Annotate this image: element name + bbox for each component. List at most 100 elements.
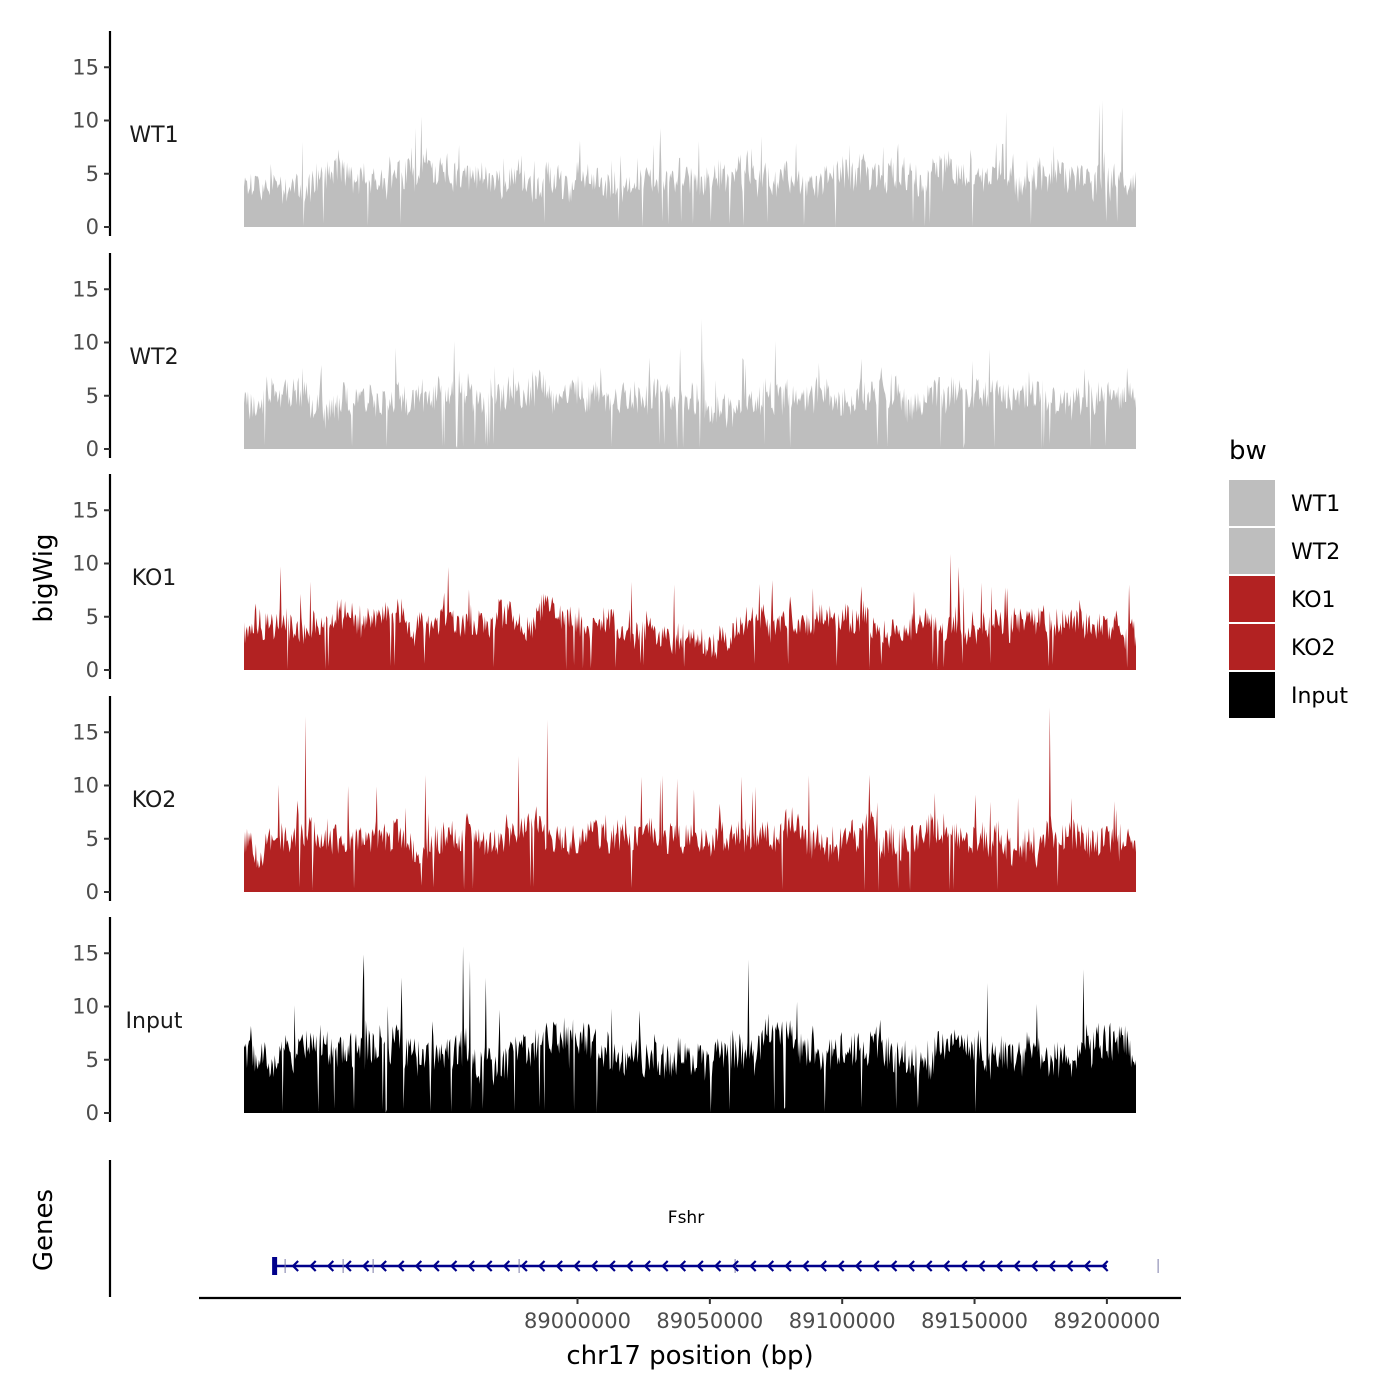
y-tick-label: 15 [72, 277, 99, 301]
track-input: 0 5 10 15 Input [72, 917, 1136, 1125]
gene-strand-arrow [344, 1260, 352, 1272]
y-tick-label: 0 [86, 658, 99, 682]
x-tick-label: 89150000 [921, 1309, 1028, 1333]
y-tick-label: 10 [72, 109, 99, 133]
gene-strand-arrow [784, 1260, 792, 1272]
gene-strand-arrow [713, 1260, 722, 1272]
y-tick-label: 10 [72, 552, 99, 576]
legend-title: bw [1229, 436, 1267, 466]
gene-strand-arrow [942, 1260, 951, 1272]
gene-strand-arrow [379, 1260, 387, 1272]
gene-strand-arrow [1013, 1260, 1021, 1272]
track-label: KO2 [132, 788, 177, 813]
gene-strand-arrow [977, 1260, 986, 1272]
legend-item-wt2: WT2 [1229, 528, 1340, 574]
gene-strand-arrow [485, 1260, 493, 1272]
x-tick-label: 89000000 [524, 1309, 631, 1333]
legend-swatch [1229, 672, 1275, 718]
gene-strand-arrow [749, 1260, 757, 1272]
track-label: WT1 [129, 123, 178, 148]
gene-strand-arrow [872, 1260, 880, 1272]
gene-strand-arrow [555, 1260, 563, 1272]
gene-strand-arrow [590, 1260, 599, 1272]
gene-strand-arrow [291, 1260, 299, 1272]
legend: bw WT1 WT2 KO1 KO2 Input [1229, 436, 1348, 718]
y-tick-label: 10 [72, 995, 99, 1019]
gene-strand-arrow [643, 1260, 651, 1272]
y-tick-label: 15 [72, 55, 99, 79]
x-tick-label: 89200000 [1053, 1309, 1160, 1333]
track-label: KO1 [132, 566, 177, 591]
legend-label: KO1 [1291, 588, 1336, 613]
y-tick-label: 5 [86, 1048, 99, 1072]
legend-label: Input [1291, 684, 1348, 709]
x-tick-label: 89050000 [656, 1309, 763, 1333]
gene-strand-arrow [731, 1260, 739, 1272]
y-tick-label: 5 [86, 384, 99, 408]
track-wt1: 0 5 10 15 WT1 [72, 31, 1136, 239]
gene-strand-arrow [837, 1260, 845, 1272]
track-wt2: 0 5 10 15 WT2 [72, 253, 1136, 461]
gene-strand-arrow [925, 1260, 933, 1272]
y-axis-title: bigWig [29, 533, 59, 622]
signal-area-wt2 [244, 319, 1136, 449]
gene-strand-arrow [502, 1260, 511, 1272]
gene-strand-arrow [854, 1260, 863, 1272]
signal-area-input [244, 946, 1136, 1113]
signal-tracks: 0 5 10 15 WT1 0 5 10 15 WT2 0 5 10 15 KO1 0 5 10 15 KO2 0 5 10… [72, 31, 1136, 1125]
legend-item-ko1: KO1 [1229, 576, 1336, 622]
gene-strand-arrow [889, 1260, 898, 1272]
signal-area-ko2 [244, 707, 1136, 892]
gene-strand-arrow [520, 1260, 528, 1272]
gene-strand-arrow [1065, 1260, 1074, 1272]
signal-area-ko1 [244, 554, 1136, 670]
legend-swatch [1229, 576, 1275, 622]
gene-strand-arrow [573, 1260, 581, 1272]
gene-strand-arrow [1083, 1260, 1091, 1272]
gene-strand-arrow [414, 1260, 423, 1272]
gene-strand-arrow [432, 1260, 440, 1272]
genes-axis-title: Genes [29, 1189, 59, 1271]
legend-swatch [1229, 480, 1275, 526]
y-tick-label: 0 [86, 880, 99, 904]
track-label: Input [126, 1009, 183, 1034]
y-tick-label: 15 [72, 498, 99, 522]
gene-strand-arrow [309, 1260, 317, 1272]
gene-strand-arrow [397, 1260, 405, 1272]
gene-strand-arrow [1048, 1260, 1056, 1272]
y-tick-label: 0 [86, 215, 99, 239]
legend-item-ko2: KO2 [1229, 624, 1336, 670]
gene-fshr: Fshr [272, 1208, 1159, 1275]
y-tick-label: 0 [86, 437, 99, 461]
legend-swatch [1229, 528, 1275, 574]
y-tick-label: 0 [86, 1101, 99, 1125]
gene-strand-arrow [678, 1260, 687, 1272]
legend-label: WT2 [1291, 540, 1340, 565]
gene-strand-arrow [1101, 1260, 1109, 1272]
gene-strand-arrow [801, 1260, 810, 1272]
gene-label: Fshr [668, 1208, 704, 1228]
y-tick-label: 10 [72, 331, 99, 355]
legend-label: KO2 [1291, 636, 1336, 661]
gene-strand-arrow [995, 1260, 1003, 1272]
track-ko1: 0 5 10 15 KO1 [72, 474, 1136, 682]
gene-strand-arrow [1030, 1260, 1039, 1272]
legend-item-input: Input [1229, 672, 1348, 718]
y-tick-label: 10 [72, 774, 99, 798]
gene-track: Fshr [108, 1160, 1159, 1297]
gene-strand-arrow [661, 1260, 669, 1272]
gene-strand-arrow [819, 1260, 827, 1272]
x-tick-label: 89100000 [789, 1309, 896, 1333]
y-tick-label: 5 [86, 162, 99, 186]
x-axis: 89000000 89050000 89100000 89150000 89200000 [199, 1296, 1181, 1333]
y-tick-label: 5 [86, 827, 99, 851]
track-ko2: 0 5 10 15 KO2 [72, 696, 1136, 904]
gene-strand-arrow [361, 1260, 370, 1272]
gene-strand-arrow [537, 1260, 546, 1272]
gene-strand-arrow [696, 1260, 704, 1272]
gene-strand-arrow [766, 1260, 775, 1272]
gene-strand-arrow [608, 1260, 616, 1272]
legend-item-wt1: WT1 [1229, 480, 1340, 526]
gene-strand-arrow [625, 1260, 634, 1272]
